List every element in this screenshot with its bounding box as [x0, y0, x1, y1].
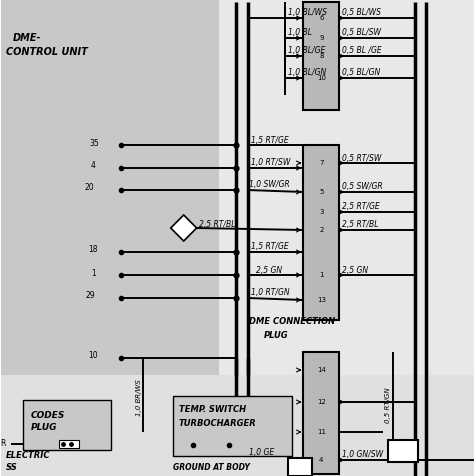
Bar: [219, 0, 474, 375]
Text: R: R: [0, 439, 6, 448]
Text: PLUG: PLUG: [31, 424, 57, 433]
Text: 0,5 BL /GE: 0,5 BL /GE: [342, 47, 382, 56]
Text: 7: 7: [319, 160, 324, 166]
Bar: [23, 400, 111, 450]
Text: CODES: CODES: [31, 410, 65, 419]
Text: 1,0 RT/SW: 1,0 RT/SW: [251, 159, 290, 168]
Text: 10: 10: [317, 75, 326, 81]
Text: 1: 1: [319, 272, 324, 278]
Text: 9: 9: [319, 35, 324, 41]
Text: 0,5 BL/WS: 0,5 BL/WS: [342, 9, 381, 18]
Text: B43: B43: [178, 226, 190, 230]
Text: CONTROL UNIT: CONTROL UNIT: [6, 47, 88, 57]
Bar: [1, 0, 219, 375]
Bar: [59, 440, 79, 448]
Text: 1,0 BR/WS: 1,0 BR/WS: [136, 379, 142, 416]
Text: B24: B24: [396, 446, 410, 456]
Text: 0,5 RT/GN: 0,5 RT/GN: [385, 387, 391, 423]
Text: 3: 3: [319, 209, 324, 215]
Text: 4: 4: [91, 161, 96, 170]
Text: TURBOCHARGER: TURBOCHARGER: [179, 418, 256, 427]
Text: 1,5 RT/GE: 1,5 RT/GE: [251, 242, 288, 251]
Text: 1,0 BL/GE: 1,0 BL/GE: [289, 47, 326, 56]
Text: 1,0 GN/SW: 1,0 GN/SW: [342, 450, 383, 459]
Text: 14: 14: [317, 367, 326, 373]
Bar: [173, 396, 292, 456]
Text: 0,5 RT/SW: 0,5 RT/SW: [342, 153, 382, 162]
Text: DME CONNECTION: DME CONNECTION: [248, 317, 335, 327]
Text: 1,0 BL: 1,0 BL: [289, 29, 312, 38]
Text: 35: 35: [89, 139, 99, 148]
Bar: [303, 2, 339, 110]
Text: GROUND AT BODY: GROUND AT BODY: [173, 464, 250, 473]
Text: 2: 2: [319, 227, 324, 233]
Text: DME-: DME-: [13, 33, 42, 43]
Text: 2,5 GN: 2,5 GN: [255, 266, 282, 275]
Text: 2,5 RT/BL: 2,5 RT/BL: [199, 219, 235, 228]
Text: 2,5 RT/BL: 2,5 RT/BL: [342, 220, 379, 229]
Text: 9: 9: [297, 462, 304, 472]
Text: 1,0 RT/GN: 1,0 RT/GN: [251, 288, 289, 298]
Text: 18: 18: [88, 246, 98, 255]
Text: 20: 20: [85, 184, 94, 192]
Text: 2,5 GN: 2,5 GN: [342, 266, 368, 275]
Text: 10: 10: [88, 351, 98, 360]
Text: 1,0 BL/GN: 1,0 BL/GN: [289, 69, 327, 78]
Bar: [388, 440, 418, 462]
Text: 2,5 RT/GE: 2,5 RT/GE: [342, 202, 380, 211]
Text: 29: 29: [86, 291, 96, 300]
Text: 1: 1: [91, 268, 96, 278]
Text: 1,0 GE: 1,0 GE: [248, 448, 274, 457]
Text: 12: 12: [317, 399, 326, 405]
Text: PLUG: PLUG: [264, 330, 288, 339]
Text: 1,0 BL/WS: 1,0 BL/WS: [289, 9, 328, 18]
Text: 8: 8: [319, 53, 324, 59]
Text: 1,0 SW/GR: 1,0 SW/GR: [248, 180, 289, 189]
Text: 5: 5: [319, 189, 324, 195]
Bar: [303, 352, 339, 474]
Text: 4: 4: [319, 457, 324, 463]
Text: 0,5 BL/SW: 0,5 BL/SW: [342, 29, 381, 38]
Bar: [303, 145, 339, 320]
Text: 13: 13: [317, 297, 326, 303]
Text: 0,5 SW/GR: 0,5 SW/GR: [342, 182, 383, 191]
Text: 6: 6: [319, 15, 324, 21]
Text: 0,5 BL/GN: 0,5 BL/GN: [342, 69, 381, 78]
Bar: [289, 458, 312, 476]
Text: 11: 11: [317, 429, 326, 435]
Text: ELECTRIC: ELECTRIC: [6, 450, 51, 459]
Text: TEMP. SWITCH: TEMP. SWITCH: [179, 406, 246, 415]
Text: SS: SS: [6, 463, 18, 472]
Text: 1,5 RT/GE: 1,5 RT/GE: [251, 136, 288, 145]
Polygon shape: [171, 215, 197, 241]
